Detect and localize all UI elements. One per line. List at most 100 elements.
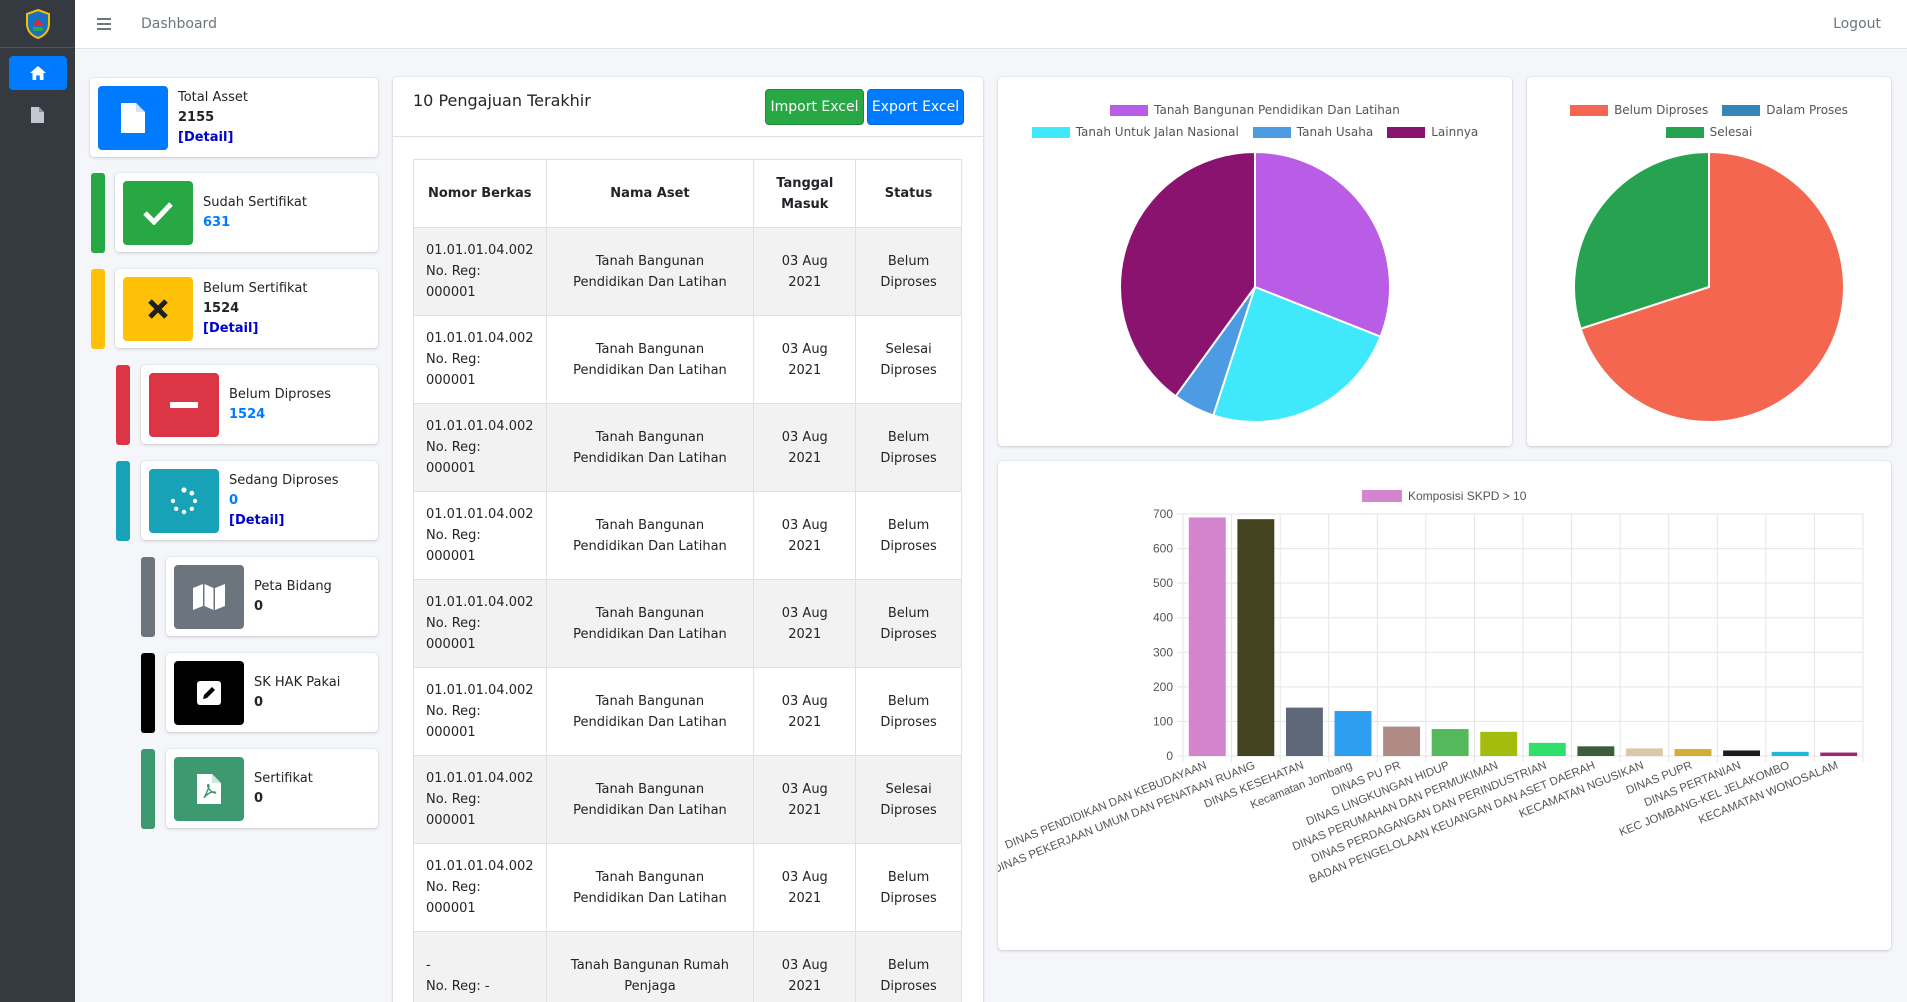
y-tick-label: 300: [1153, 645, 1173, 659]
cell-tanggal-masuk: 03 Aug 2021: [753, 579, 857, 668]
bar[interactable]: [1723, 750, 1761, 756]
cell-nama-aset: Tanah Bangunan Pendidikan Dan Latihan: [545, 315, 755, 404]
legend-item[interactable]: Lainnya: [1387, 125, 1478, 139]
bar[interactable]: [1334, 711, 1372, 756]
infobox-value: 0: [229, 492, 239, 508]
no-reg: No. Reg: 000001: [426, 704, 481, 740]
no-reg: No. Reg: 000001: [426, 440, 481, 476]
legend-label: Tanah Usaha: [1296, 125, 1374, 139]
sidebar-item-home[interactable]: [8, 56, 67, 90]
bar[interactable]: [1480, 731, 1518, 756]
detail-link[interactable]: [Detail]: [178, 129, 234, 145]
cell-nomor-berkas: 01.01.01.04.002 No. Reg: 000001: [413, 227, 547, 316]
chart-legend: Tanah Bangunan Pendidikan Dan Latihan Tan…: [998, 99, 1512, 143]
menu-toggle-icon[interactable]: [97, 14, 117, 34]
cell-tanggal-masuk: 03 Aug 2021: [753, 931, 857, 1002]
nomor-berkas: 01.01.01.04.002: [426, 419, 534, 434]
infobox-peta-bidang: Peta Bidang 0: [166, 557, 378, 636]
pie-slice[interactable]: [1212, 285, 1382, 423]
card-header: 10 Pengajuan Terakhir Import Excel Expor…: [393, 77, 983, 137]
infobox-label: SK HAK Pakai: [254, 674, 341, 690]
cell-status: Selesai Diproses: [855, 755, 962, 844]
level-strip: [141, 557, 155, 637]
level-strip: [116, 461, 130, 541]
cell-status: Belum Diproses: [855, 931, 962, 1002]
pie-chart-card-asset-type: Tanah Bangunan Pendidikan Dan Latihan Tan…: [998, 77, 1512, 446]
bar[interactable]: [1625, 748, 1663, 756]
bar[interactable]: [1820, 752, 1858, 756]
pie-chart-card-status: Belum Diproses Dalam Proses Selesai: [1527, 77, 1891, 446]
table-row: 01.01.01.04.002 No. Reg: 000001 Tanah Bang…: [413, 667, 962, 756]
detail-link[interactable]: [Detail]: [229, 512, 285, 528]
cell-tanggal-masuk: 03 Aug 2021: [753, 667, 857, 756]
detail-link[interactable]: [Detail]: [203, 320, 259, 336]
legend-item[interactable]: Belum Diproses: [1570, 103, 1708, 117]
nomor-berkas: 01.01.01.04.002: [426, 331, 534, 346]
export-excel-button[interactable]: Export Excel: [867, 89, 964, 125]
infobox-value: 1524: [203, 300, 240, 316]
legend-swatch: [1570, 104, 1609, 116]
cell-nama-aset: Tanah Bangunan Pendidikan Dan Latihan: [545, 667, 755, 756]
logout-link[interactable]: Logout: [1833, 16, 1881, 32]
infobox-value: 631: [203, 214, 231, 230]
cell-nama-aset: Tanah Bangunan Pendidikan Dan Latihan: [545, 491, 755, 580]
pie-slice[interactable]: [1119, 150, 1256, 398]
bar[interactable]: [1383, 726, 1421, 756]
legend-swatch: [1362, 490, 1402, 502]
spinner-icon: [149, 468, 219, 533]
bar[interactable]: [1771, 751, 1809, 756]
bar[interactable]: [1528, 742, 1566, 756]
pie-slice[interactable]: [1573, 150, 1710, 330]
cell-nama-aset: Tanah Bangunan Pendidikan Dan Latihan: [545, 579, 755, 668]
bar[interactable]: [1577, 746, 1615, 756]
level-strip: [91, 173, 105, 253]
legend-item[interactable]: Dalam Proses: [1722, 103, 1848, 117]
y-tick-label: 600: [1153, 542, 1173, 556]
cell-nama-aset: Tanah Bangunan Pendidikan Dan Latihan: [545, 403, 755, 492]
column-header: Status: [855, 159, 962, 228]
infobox-label: Peta Bidang: [254, 578, 332, 594]
legend-swatch: [1110, 104, 1149, 116]
legend-item[interactable]: Tanah Usaha: [1252, 125, 1374, 139]
level-strip: [91, 269, 105, 349]
sidebar-item-document[interactable]: [9, 98, 67, 132]
no-reg: No. Reg: 000001: [426, 264, 481, 300]
table-row: 01.01.01.04.002 No. Reg: 000001 Tanah Bang…: [413, 579, 962, 668]
cell-nomor-berkas: 01.01.01.04.002 No. Reg: 000001: [413, 755, 547, 844]
table-row: 01.01.01.04.002 No. Reg: 000001 Tanah Bang…: [413, 227, 962, 316]
infobox-value: 2155: [178, 109, 215, 125]
bar[interactable]: [1188, 517, 1226, 756]
x-tick-label: DINAS PEKERJAAN UMUM DAN PENATAAN RUANG: [998, 760, 1257, 877]
pie-slice[interactable]: [1579, 150, 1845, 423]
pie-slice[interactable]: [1254, 150, 1391, 338]
cell-status: Selesai Diproses: [855, 315, 962, 404]
legend-label: Belum Diproses: [1614, 103, 1709, 117]
breadcrumb-dashboard[interactable]: Dashboard: [141, 16, 217, 32]
no-reg: No. Reg: 000001: [426, 528, 481, 564]
bar[interactable]: [1285, 707, 1323, 756]
legend-item[interactable]: Selesai: [1665, 125, 1752, 139]
legend-item[interactable]: Tanah Untuk Jalan Nasional: [1031, 125, 1239, 139]
bar[interactable]: [1674, 749, 1712, 756]
infobox-belum-sertifikat: Belum Sertifikat 1524 [Detail]: [115, 269, 378, 348]
infobox-value: 0: [254, 790, 264, 806]
check-icon: [123, 180, 193, 245]
top-navbar: Dashboard Logout: [75, 0, 1907, 49]
bar[interactable]: [1237, 519, 1275, 756]
no-reg: No. Reg: 000001: [426, 880, 481, 916]
legend-label: Dalam Proses: [1766, 103, 1848, 117]
file-pdf-icon: [174, 756, 244, 821]
legend-swatch: [1252, 126, 1291, 138]
recent-submissions-card: 10 Pengajuan Terakhir Import Excel Expor…: [393, 77, 983, 1002]
table-row: 01.01.01.04.002 No. Reg: 000001 Tanah Bang…: [413, 315, 962, 404]
cell-nomor-berkas: 01.01.01.04.002 No. Reg: 000001: [413, 667, 547, 756]
cell-status: Belum Diproses: [855, 667, 962, 756]
table-row: 01.01.01.04.002 No. Reg: 000001 Tanah Bang…: [413, 843, 962, 932]
import-excel-button[interactable]: Import Excel: [765, 89, 864, 125]
legend-label: Tanah Untuk Jalan Nasional: [1075, 125, 1239, 139]
infobox-label: Sudah Sertifikat: [203, 194, 307, 210]
level-strip: [141, 749, 155, 829]
cell-nomor-berkas: - No. Reg: -: [413, 931, 547, 1002]
bar[interactable]: [1431, 729, 1469, 756]
legend-item[interactable]: Tanah Bangunan Pendidikan Dan Latihan: [1110, 103, 1400, 117]
